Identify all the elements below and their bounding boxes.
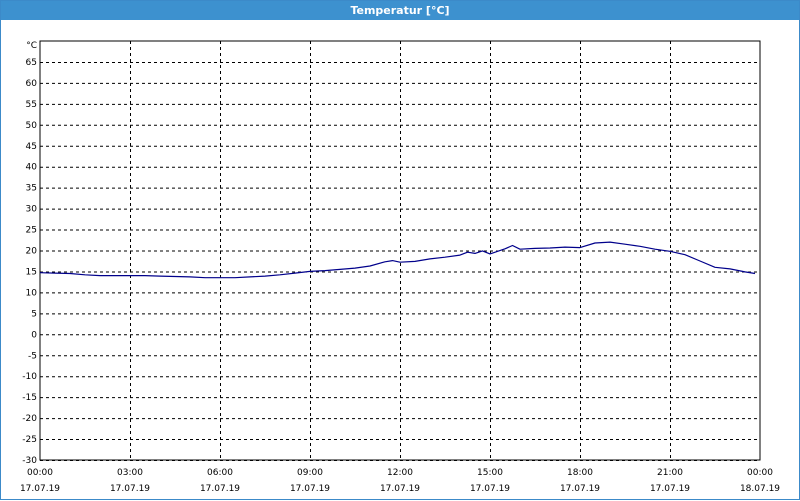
- x-tick-time-label: 09:00: [297, 468, 323, 478]
- x-tick-time-label: 03:00: [117, 468, 143, 478]
- y-tick-label: 55: [26, 100, 37, 110]
- x-tick-date-label: 17.07.19: [200, 484, 240, 494]
- y-tick-label: 15: [26, 267, 37, 277]
- x-tick-time-label: 00:00: [27, 468, 53, 478]
- x-tick-time-label: 12:00: [387, 468, 413, 478]
- x-tick-date-label: 17.07.19: [290, 484, 330, 494]
- x-tick-date-label: 17.07.19: [20, 484, 60, 494]
- temperature-series-line: [39, 241, 756, 279]
- temperature-chart: 65605550454035302520151050-5-10-15-20-25…: [20, 40, 780, 494]
- x-tick-date-label: 18.07.19: [740, 484, 780, 494]
- x-tick-date-label: 17.07.19: [470, 484, 510, 494]
- y-tick-label: -5: [28, 351, 37, 361]
- x-tick-date-label: 17.07.19: [110, 484, 150, 494]
- y-tick-label: 50: [26, 121, 38, 131]
- x-tick-date-label: 17.07.19: [650, 484, 690, 494]
- y-tick-label: -30: [22, 456, 37, 466]
- y-axis-unit-label: °C: [26, 41, 37, 51]
- y-tick-label: 40: [26, 163, 38, 173]
- x-tick-date-label: 17.07.19: [380, 484, 420, 494]
- x-tick-time-label: 00:00: [747, 468, 773, 478]
- y-tick-label: -10: [22, 372, 37, 382]
- x-tick-time-label: 06:00: [207, 468, 233, 478]
- y-tick-label: 10: [26, 288, 38, 298]
- x-tick-date-label: 17.07.19: [560, 484, 600, 494]
- y-tick-label: 30: [26, 205, 38, 215]
- y-tick-label: -25: [22, 435, 37, 445]
- y-tick-label: 45: [26, 142, 37, 152]
- x-tick-time-label: 21:00: [657, 468, 683, 478]
- y-tick-label: 65: [26, 58, 37, 68]
- y-tick-label: 20: [26, 247, 38, 257]
- y-tick-label: -20: [22, 414, 37, 424]
- y-tick-label: 25: [26, 226, 37, 236]
- y-tick-label: -15: [22, 393, 37, 403]
- y-tick-label: 35: [26, 184, 37, 194]
- y-tick-label: 60: [26, 79, 38, 89]
- window-title: Temperatur [°C]: [1, 1, 799, 20]
- y-tick-label: 5: [31, 309, 37, 319]
- x-tick-time-label: 18:00: [567, 468, 593, 478]
- x-tick-time-label: 15:00: [477, 468, 503, 478]
- y-tick-label: 0: [31, 330, 37, 340]
